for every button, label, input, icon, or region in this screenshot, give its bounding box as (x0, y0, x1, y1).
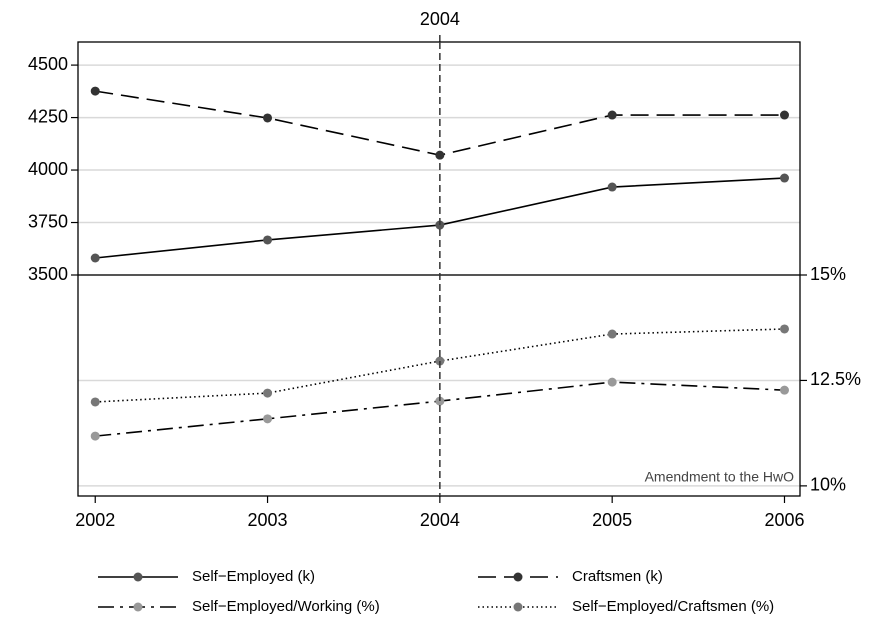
data-point (435, 396, 445, 406)
data-point (779, 324, 789, 334)
data-point (607, 110, 617, 120)
legend-label: Self−Employed/Working (%) (192, 598, 380, 615)
x-tick-label: 2006 (764, 510, 804, 530)
y-tick-label: 12.5% (810, 369, 861, 389)
legend-label: Self−Employed (k) (192, 568, 315, 585)
data-point (779, 110, 789, 120)
y-tick-label: 4250 (28, 106, 68, 126)
data-point (263, 113, 273, 123)
reference-label: 2004 (420, 9, 460, 29)
y-tick-label: 15% (810, 264, 846, 284)
data-point (263, 414, 273, 424)
y-tick-label: 10% (810, 475, 846, 495)
data-point (90, 253, 100, 263)
data-point (779, 385, 789, 395)
data-point (435, 220, 445, 230)
legend-marker (133, 572, 143, 582)
x-tick-label: 2002 (75, 510, 115, 530)
data-point (90, 397, 100, 407)
legend-label: Craftsmen (k) (572, 568, 663, 585)
legend-marker (513, 572, 523, 582)
x-tick-label: 2004 (420, 510, 460, 530)
y-tick-label: 3750 (28, 211, 68, 231)
legend-marker (133, 602, 143, 612)
data-point (607, 377, 617, 387)
y-tick-label: 4500 (28, 54, 68, 74)
y-tick-label: 4000 (28, 159, 68, 179)
legend-label: Self−Employed/Craftsmen (%) (572, 598, 774, 615)
data-point (607, 329, 617, 339)
data-point (607, 182, 617, 192)
x-tick-label: 2003 (248, 510, 288, 530)
data-point (779, 173, 789, 183)
data-point (263, 235, 273, 245)
legend-marker (513, 602, 523, 612)
y-tick-label: 3500 (28, 264, 68, 284)
data-point (90, 431, 100, 441)
annotation: Amendment to the HwO (645, 469, 795, 485)
data-point (263, 388, 273, 398)
plot-frame (77, 41, 801, 497)
data-point (90, 86, 100, 96)
x-tick-label: 2005 (592, 510, 632, 530)
